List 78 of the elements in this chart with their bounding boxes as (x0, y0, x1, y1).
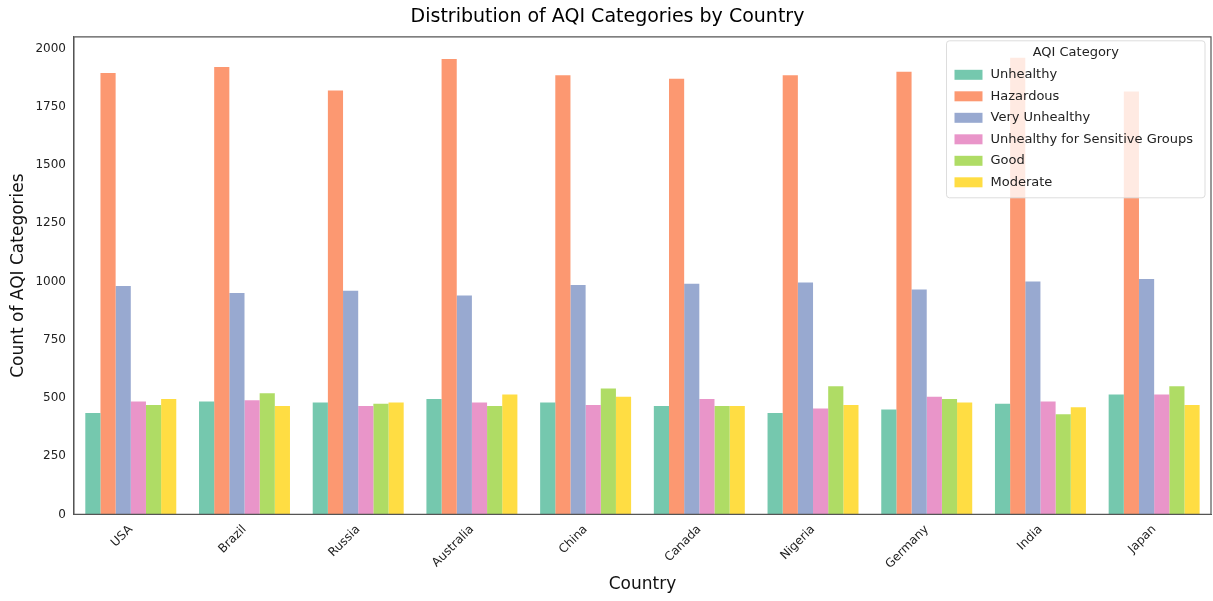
bar (214, 67, 230, 515)
bar (957, 402, 973, 515)
bar (1138, 279, 1155, 515)
bar (343, 290, 359, 515)
y-tick-label: 1750 (35, 98, 66, 113)
bar (926, 396, 942, 515)
bar (1154, 394, 1170, 515)
bar (456, 295, 472, 515)
bar (994, 403, 1011, 515)
legend-label: Hazardous (990, 87, 1060, 103)
bar (358, 406, 374, 515)
bar (555, 75, 571, 515)
bar (373, 403, 389, 515)
x-tick-label: USA (107, 521, 136, 550)
bar (487, 406, 503, 515)
bar (1108, 394, 1124, 515)
bar (767, 413, 783, 515)
bar (100, 72, 116, 515)
bar (259, 393, 275, 515)
bar (327, 90, 344, 515)
legend-label: Moderate (990, 173, 1053, 189)
y-tick-label: 750 (43, 331, 66, 346)
bar (244, 400, 260, 515)
bar (828, 386, 844, 515)
bar (388, 402, 404, 515)
bar (85, 413, 101, 515)
y-axis-title: Count of AQI Categories (6, 173, 27, 378)
x-axis-title: Country (608, 573, 677, 594)
bar (881, 409, 897, 515)
bar (1169, 386, 1185, 515)
chart-title: Distribution of AQI Categories by Country (410, 4, 805, 27)
bar (229, 293, 245, 515)
bar (729, 406, 745, 515)
bar (1040, 401, 1056, 515)
bar (274, 406, 290, 515)
bar (130, 401, 146, 515)
bar (1055, 414, 1071, 515)
bar (843, 404, 859, 515)
legend-label: Very Unhealthy (990, 109, 1091, 125)
bar (540, 402, 556, 515)
bar (1070, 407, 1086, 515)
legend-label: Unhealthy (990, 66, 1058, 82)
bar (1184, 404, 1200, 515)
legend-label: Unhealthy for Sensitive Groups (990, 130, 1194, 146)
bar (161, 399, 177, 515)
y-tick-label: 1250 (35, 215, 66, 230)
legend-title: AQI Category (1032, 44, 1120, 60)
bar (669, 78, 685, 515)
bar (471, 402, 488, 515)
bar (1025, 281, 1041, 515)
bar (615, 396, 632, 515)
bar (699, 399, 715, 515)
bar (813, 408, 829, 515)
y-tick-label: 250 (43, 448, 66, 463)
bar (199, 401, 215, 515)
bar (145, 404, 162, 515)
bar (782, 75, 798, 515)
bar (600, 388, 616, 515)
bar (684, 283, 700, 515)
bar (911, 289, 927, 515)
bar (896, 71, 912, 515)
bar (441, 58, 457, 515)
y-tick-label: 0 (58, 506, 66, 521)
y-tick-label: 1000 (35, 273, 66, 288)
bar (585, 404, 601, 515)
bar (115, 286, 131, 515)
y-tick-label: 2000 (35, 40, 66, 55)
bar (797, 282, 814, 515)
bar (714, 406, 730, 515)
bar (570, 284, 586, 515)
y-tick-label: 1500 (35, 157, 66, 172)
legend-label: Good (990, 152, 1025, 168)
y-tick-label: 500 (43, 390, 66, 405)
bar (312, 402, 328, 515)
bar (941, 399, 958, 515)
bar (502, 394, 518, 515)
bar (426, 399, 442, 515)
bar (653, 406, 669, 515)
